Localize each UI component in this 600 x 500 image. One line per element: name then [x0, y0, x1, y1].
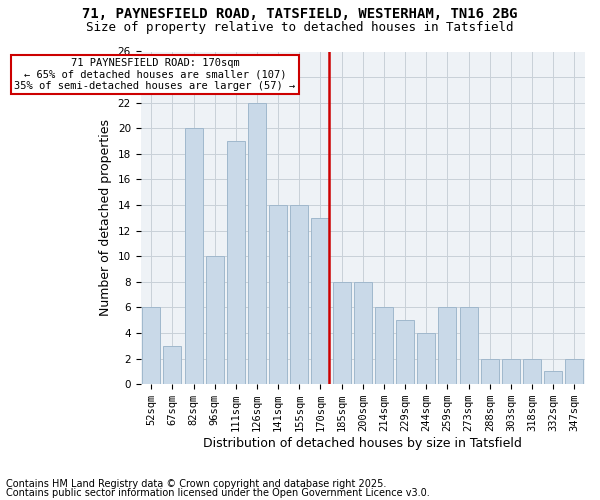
Bar [481, 358, 499, 384]
Bar [523, 358, 541, 384]
Bar [227, 141, 245, 384]
Text: 71, PAYNESFIELD ROAD, TATSFIELD, WESTERHAM, TN16 2BG: 71, PAYNESFIELD ROAD, TATSFIELD, WESTERH… [82, 8, 518, 22]
Bar [439, 308, 457, 384]
Bar [544, 372, 562, 384]
Bar [354, 282, 372, 384]
Bar [460, 308, 478, 384]
Bar [565, 358, 583, 384]
Text: Size of property relative to detached houses in Tatsfield: Size of property relative to detached ho… [86, 21, 514, 34]
Text: Contains public sector information licensed under the Open Government Licence v3: Contains public sector information licen… [6, 488, 430, 498]
Bar [206, 256, 224, 384]
Text: Contains HM Land Registry data © Crown copyright and database right 2025.: Contains HM Land Registry data © Crown c… [6, 479, 386, 489]
Y-axis label: Number of detached properties: Number of detached properties [99, 120, 112, 316]
Bar [375, 308, 393, 384]
Bar [396, 320, 414, 384]
Bar [248, 102, 266, 384]
Bar [142, 308, 160, 384]
Bar [185, 128, 203, 384]
Bar [269, 205, 287, 384]
Bar [418, 333, 435, 384]
Bar [290, 205, 308, 384]
Bar [163, 346, 181, 384]
Bar [311, 218, 329, 384]
Bar [332, 282, 350, 384]
Bar [502, 358, 520, 384]
Text: 71 PAYNESFIELD ROAD: 170sqm
← 65% of detached houses are smaller (107)
35% of se: 71 PAYNESFIELD ROAD: 170sqm ← 65% of det… [14, 58, 296, 91]
X-axis label: Distribution of detached houses by size in Tatsfield: Distribution of detached houses by size … [203, 437, 522, 450]
